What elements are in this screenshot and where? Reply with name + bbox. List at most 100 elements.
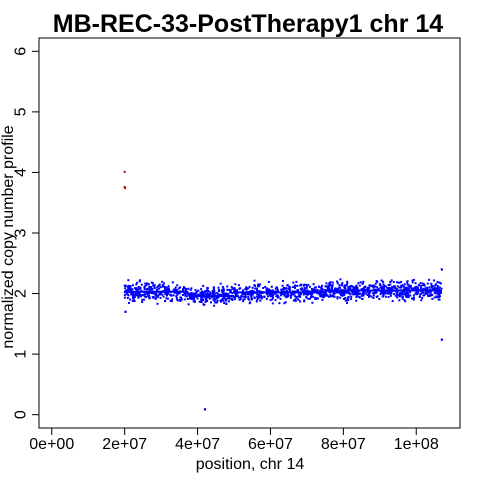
data-point	[338, 284, 341, 287]
data-point	[222, 289, 225, 292]
data-point	[303, 283, 306, 286]
data-point	[336, 296, 339, 299]
data-point	[411, 297, 414, 300]
data-point	[374, 285, 377, 288]
data-point	[424, 290, 427, 293]
data-point	[173, 288, 176, 291]
data-point	[123, 294, 126, 297]
data-point	[372, 294, 375, 297]
data-point	[407, 293, 410, 296]
data-point	[426, 282, 429, 285]
data-point	[141, 298, 144, 301]
data-point	[394, 294, 397, 297]
data-point	[314, 286, 317, 289]
data-point	[305, 283, 308, 286]
data-point	[273, 292, 276, 295]
data-point	[403, 299, 406, 302]
data-point	[297, 295, 300, 298]
data-point	[276, 294, 279, 297]
data-point	[283, 287, 286, 290]
data-point	[357, 292, 360, 295]
data-point	[279, 297, 282, 300]
data-point	[254, 284, 257, 287]
data-point	[215, 301, 218, 304]
data-point	[165, 297, 168, 300]
data-point	[400, 286, 403, 289]
y-tick-label: 3	[13, 228, 30, 237]
data-point	[299, 300, 302, 303]
data-point	[354, 293, 357, 296]
data-point	[181, 293, 184, 296]
data-point	[189, 288, 192, 291]
data-point	[412, 298, 415, 301]
data-point	[265, 293, 268, 296]
data-point	[275, 295, 278, 298]
data-point	[358, 284, 361, 287]
data-point	[411, 279, 414, 282]
data-point	[414, 292, 417, 295]
data-point	[141, 300, 144, 303]
data-point	[378, 283, 381, 286]
data-point	[344, 299, 347, 302]
data-point	[267, 289, 270, 292]
data-point	[300, 289, 303, 292]
data-point	[185, 288, 188, 291]
data-point	[387, 284, 390, 287]
data-point	[405, 294, 408, 297]
data-point	[303, 292, 306, 295]
data-point	[440, 287, 443, 290]
data-point	[281, 284, 284, 287]
data-point	[172, 294, 175, 297]
data-point	[180, 298, 183, 301]
data-point	[330, 290, 333, 293]
data-point	[327, 295, 330, 298]
data-point	[165, 289, 168, 292]
data-point	[128, 301, 131, 304]
data-point	[370, 295, 373, 298]
data-point	[438, 295, 441, 298]
data-point	[187, 293, 190, 296]
data-point	[135, 283, 138, 286]
data-point	[299, 295, 302, 298]
data-point	[428, 278, 431, 281]
data-point	[274, 292, 277, 295]
data-point	[162, 284, 165, 287]
data-point	[405, 286, 408, 289]
data-point	[223, 302, 226, 305]
data-point	[328, 284, 331, 287]
data-point	[397, 294, 400, 297]
data-point	[289, 296, 292, 299]
data-point	[309, 292, 312, 295]
data-point	[342, 297, 345, 300]
data-point	[133, 287, 136, 290]
data-point	[312, 295, 315, 298]
data-point	[123, 296, 126, 299]
data-point	[401, 295, 404, 298]
data-point	[127, 288, 130, 291]
data-point	[420, 299, 423, 302]
data-point	[374, 282, 377, 285]
data-point	[133, 300, 136, 303]
data-point	[151, 288, 154, 291]
data-point	[319, 295, 322, 298]
x-axis-label: position, chr 14	[196, 456, 305, 473]
data-point	[366, 286, 369, 289]
y-axis: 0 1 2 3 4 5 6	[13, 47, 39, 419]
data-point	[193, 298, 196, 301]
data-point	[156, 288, 159, 291]
data-point	[318, 293, 321, 296]
data-point	[152, 284, 155, 287]
data-point	[396, 285, 399, 288]
data-point	[356, 286, 359, 289]
data-point	[409, 286, 412, 289]
data-point	[165, 286, 168, 289]
data-point	[151, 282, 154, 285]
data-point	[247, 292, 250, 295]
data-point	[247, 298, 250, 301]
data-point	[219, 300, 222, 303]
data-point	[351, 291, 354, 294]
data-point	[144, 282, 147, 285]
data-point	[179, 286, 182, 289]
data-point	[204, 292, 207, 295]
data-point	[357, 295, 360, 298]
